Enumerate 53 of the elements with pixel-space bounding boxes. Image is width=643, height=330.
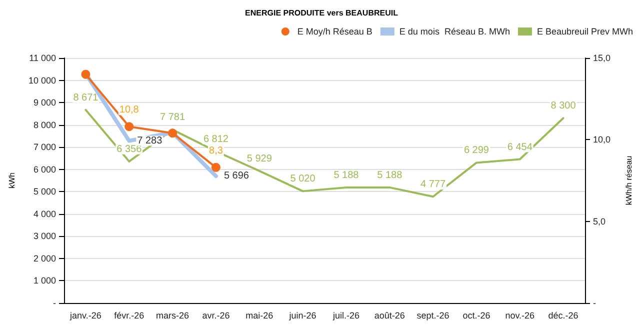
data-label: 6 812 xyxy=(203,134,229,145)
legend-label: E du mois Réseau B. MWh xyxy=(399,26,510,36)
y-tick-label: - xyxy=(53,298,56,308)
y2-tick-label: 5,0 xyxy=(593,216,606,226)
data-label: 8 300 xyxy=(550,100,576,112)
data-label: 7 283 xyxy=(137,135,163,146)
chart-title: ENERGIE PRODUITE vers BEAUBREUIL xyxy=(245,8,398,18)
y-tick-label: 5 000 xyxy=(33,186,56,197)
y-tick-label: 3 000 xyxy=(33,231,56,242)
point xyxy=(168,128,178,138)
y-tick-label: 6 000 xyxy=(33,164,56,174)
data-label: 8 671 xyxy=(73,92,99,104)
data-label: 4 777 xyxy=(420,179,446,190)
x-tick-label: déc.-26 xyxy=(548,310,578,320)
x-tick-label: nov.-26 xyxy=(505,310,535,320)
point xyxy=(124,122,134,132)
legend-label: E Beaubreuil Prev MWh xyxy=(536,26,634,36)
y-tick-label: 4 000 xyxy=(33,208,56,219)
x-tick-label: mai-26 xyxy=(246,310,274,320)
data-label: 5 696 xyxy=(224,170,250,182)
legend-label: E Moy/h Réseau B xyxy=(297,26,372,36)
y2-axis-title: kWh/h réseau xyxy=(624,156,634,206)
data-label: 6 299 xyxy=(464,145,490,156)
y-tick-label: 11 000 xyxy=(29,53,56,63)
x-tick-label: avr.-26 xyxy=(202,310,230,320)
x-tick-label: juin-26 xyxy=(288,310,316,320)
point xyxy=(211,162,220,172)
point xyxy=(81,70,90,79)
data-label: 7 781 xyxy=(160,112,186,124)
data-label: 6 454 xyxy=(507,142,533,153)
x-tick-label: févr.-26 xyxy=(114,310,144,320)
x-tick-label: juil.-26 xyxy=(332,310,360,320)
y-tick-label: 7 000 xyxy=(33,142,56,152)
y2-tick-label: 10,0 xyxy=(593,134,611,145)
x-tick-label: janv.-26 xyxy=(69,310,102,320)
y-tick-label: 10 000 xyxy=(28,75,56,86)
y-axis-title: kWh xyxy=(8,172,16,188)
y2-tick-label: 15,0 xyxy=(593,53,611,63)
y2-tick-label: - xyxy=(593,298,596,308)
data-label: 10,8 xyxy=(119,104,140,116)
x-tick-label: sept.-26 xyxy=(416,310,450,320)
data-label: 5 188 xyxy=(377,170,403,181)
x-tick-label: août-26 xyxy=(374,310,405,320)
y-tick-label: 9 000 xyxy=(33,98,56,108)
y-tick-label: 2 000 xyxy=(33,253,56,264)
x-tick-label: oct.-26 xyxy=(462,310,490,320)
data-label: 5 929 xyxy=(246,153,272,164)
data-label: 6 356 xyxy=(116,144,142,155)
data-label: 5 188 xyxy=(334,170,360,181)
y-tick-label: 8 000 xyxy=(33,120,56,130)
data-label: 5 020 xyxy=(290,174,316,185)
y-tick-label: 1 000 xyxy=(33,276,56,286)
x-tick-label: mars-26 xyxy=(156,310,190,320)
